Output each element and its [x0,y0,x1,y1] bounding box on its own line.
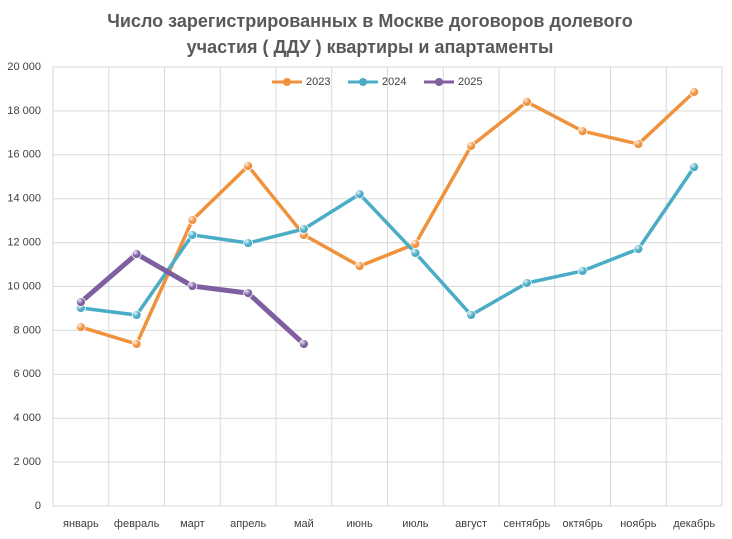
x-tick-label: июнь [347,518,373,530]
series-line [79,90,696,346]
data-point-shine [132,310,142,320]
data-point-shine [466,310,476,320]
data-point-shine [578,126,588,136]
y-tick-label: 18 000 [7,105,41,117]
x-tick-label: август [455,518,487,530]
series-line [79,165,696,317]
data-point-shine [76,297,86,307]
data-point-shine [76,322,86,332]
data-point-shine [243,161,253,171]
y-tick-label: 0 [35,500,41,512]
data-point-shine [689,162,699,172]
data-point-shine [355,261,365,271]
y-tick-label: 8 000 [13,324,41,336]
x-tick-label: май [294,518,314,530]
data-point-shine [187,230,197,240]
data-point-shine [410,248,420,258]
legend-marker [283,78,291,86]
data-point-shine [578,266,588,276]
data-point-shine [689,87,699,97]
x-tick-label: октябрь [563,518,603,530]
legend-marker [359,78,367,86]
x-tick-label: январь [63,518,99,530]
y-tick-label: 10 000 [7,280,41,292]
data-point-shine [466,141,476,151]
data-point-shine [132,339,142,349]
data-point-shine [243,238,253,248]
x-tick-label: февраль [114,518,160,530]
y-tick-label: 16 000 [7,149,41,161]
legend-label: 2023 [306,76,330,88]
data-point-shine [243,288,253,298]
y-tick-label: 2 000 [13,456,41,468]
data-point-shine [299,224,309,234]
y-tick-label: 20 000 [7,61,41,73]
y-tick-label: 12 000 [7,237,41,249]
legend-marker [435,78,443,86]
x-tick-label: июль [402,518,429,530]
legend-label: 2024 [382,76,406,88]
legend-label: 2025 [458,76,482,88]
data-point-shine [633,244,643,254]
data-point-shine [299,339,309,349]
x-tick-label: апрель [230,518,266,530]
data-point-shine [187,281,197,291]
data-point-shine [355,189,365,199]
y-tick-label: 6 000 [13,368,41,380]
data-point-shine [410,239,420,249]
data-point-shine [633,139,643,149]
x-tick-label: сентябрь [503,518,550,530]
y-tick-label: 14 000 [7,193,41,205]
y-tick-label: 4 000 [13,412,41,424]
x-tick-label: март [180,518,205,530]
data-point-shine [522,97,532,107]
data-point-shine [132,249,142,259]
chart-title: Число зарегистрированных в Москве догово… [107,11,633,57]
x-tick-label: ноябрь [620,518,657,530]
x-tick-label: декабрь [673,518,715,530]
data-point-shine [187,215,197,225]
data-point-shine [522,278,532,288]
